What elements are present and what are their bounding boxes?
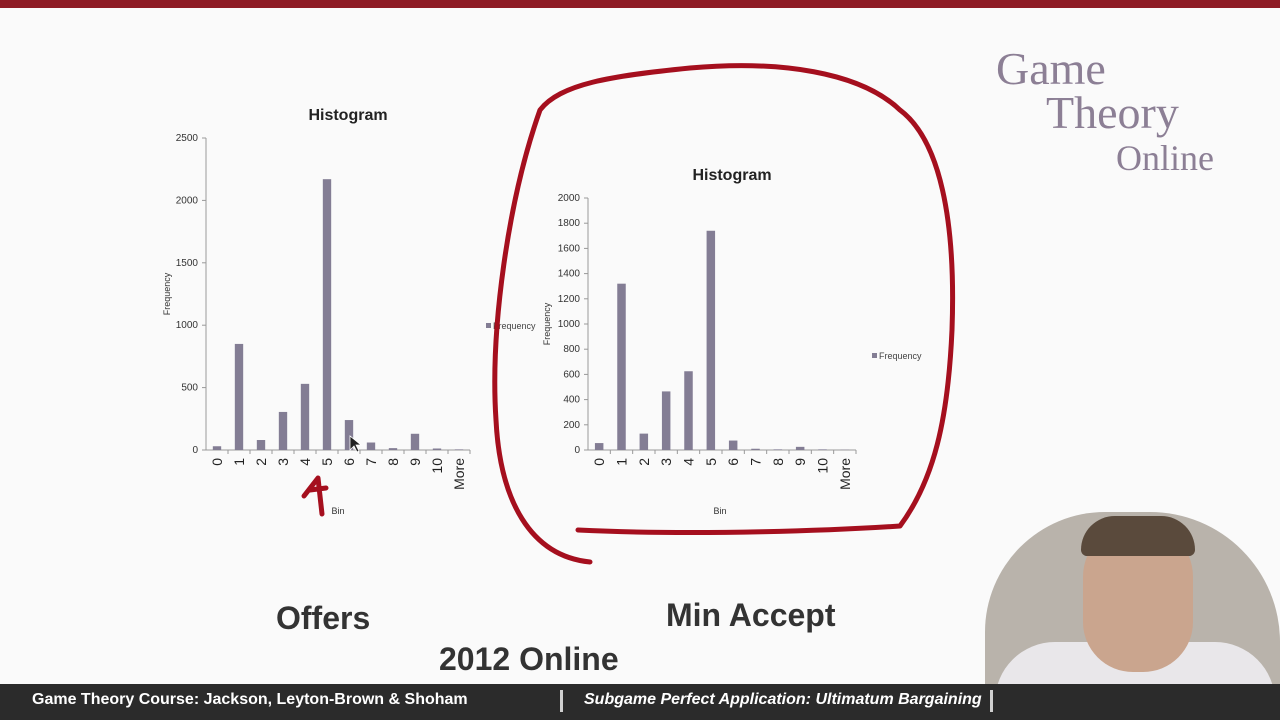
offers-bar	[344, 420, 354, 450]
min-accept-x-tick-label: 7	[748, 458, 764, 466]
min-accept-bar	[594, 443, 604, 450]
caption-offers: Offers	[276, 600, 371, 636]
footer-lecture-title: Subgame Perfect Application: Ultimatum B…	[584, 691, 982, 708]
offers-y-axis-title: Frequency	[162, 272, 172, 315]
min-accept-bar	[706, 230, 716, 450]
offers-legend-label: Frequency	[493, 321, 536, 331]
caption-year: 2012 Online	[439, 641, 619, 677]
min-accept-legend-swatch	[872, 353, 877, 358]
min-accept-bar	[751, 448, 760, 450]
offers-x-axis-title: Bin	[331, 506, 344, 516]
offers-legend-swatch	[486, 323, 491, 328]
game-theory-online-logo: Game Theory Online	[992, 40, 1252, 190]
offers-x-tick-label: 6	[341, 458, 357, 466]
logo-line-online: Online	[1116, 138, 1214, 178]
min-accept-bar	[617, 283, 626, 450]
min-accept-y-tick-label: 1800	[558, 218, 581, 229]
footer-course-title: Game Theory Course: Jackson, Leyton-Brow…	[32, 691, 468, 708]
offers-y-tick-label: 2000	[176, 195, 199, 206]
offers-x-tick-label: 9	[407, 458, 423, 466]
min-accept-bar	[684, 371, 693, 450]
offers-x-tick-label: 2	[253, 458, 269, 466]
min-accept-chart-title: Histogram	[692, 167, 771, 184]
offers-y-tick-label: 2500	[176, 133, 199, 144]
red-pen-annotations	[301, 63, 956, 565]
offers-bar	[410, 433, 420, 450]
min-accept-y-tick-label: 1400	[558, 269, 581, 280]
offers-bar	[322, 179, 332, 450]
offers-chart-title: Histogram	[308, 107, 387, 124]
min-accept-chart: Histogram0200400600800100012001400160018…	[542, 167, 922, 516]
min-accept-y-tick-label: 600	[563, 369, 580, 380]
offers-y-tick-label: 1500	[176, 258, 199, 269]
min-accept-y-tick-label: 2000	[558, 193, 581, 204]
min-accept-y-tick-label: 400	[563, 395, 580, 406]
offers-x-tick-label: 4	[297, 458, 313, 466]
offers-x-tick-label: 7	[363, 458, 379, 466]
offers-bar	[454, 449, 464, 450]
caption-min-accept: Min Accept	[666, 597, 836, 633]
min-accept-x-tick-label: 5	[703, 458, 719, 466]
logo-line-theory: Theory	[1046, 87, 1179, 138]
min-accept-x-tick-label: 4	[681, 458, 697, 466]
min-accept-x-axis-title: Bin	[713, 506, 726, 516]
min-accept-bar	[795, 446, 805, 450]
min-accept-x-tick-label: 8	[770, 458, 786, 466]
offers-x-tick-label: 5	[319, 458, 335, 466]
offers-bar	[432, 448, 442, 450]
min-accept-legend-label: Frequency	[879, 351, 922, 361]
min-accept-y-tick-label: 1000	[558, 319, 581, 330]
min-accept-x-tick-label: 3	[658, 458, 674, 466]
hand-drawn-circle	[492, 63, 956, 565]
min-accept-bar	[818, 449, 827, 450]
offers-bar	[234, 343, 244, 450]
min-accept-y-tick-label: 0	[574, 445, 580, 456]
offers-x-tick-label: 1	[231, 458, 247, 466]
offers-bar	[256, 440, 266, 450]
offers-y-tick-label: 1000	[176, 320, 199, 331]
min-accept-y-tick-label: 200	[563, 420, 580, 431]
min-accept-bar	[661, 391, 671, 450]
min-accept-x-tick-label: 6	[725, 458, 741, 466]
offers-x-tick-label: 8	[385, 458, 401, 466]
mouse-cursor-icon	[349, 435, 363, 453]
top-accent-bar	[0, 0, 1280, 8]
min-accept-x-tick-label: 10	[815, 458, 831, 474]
min-accept-bar	[773, 449, 783, 450]
min-accept-bar	[639, 433, 649, 450]
footer-bar: Game Theory Course: Jackson, Leyton-Brow…	[0, 684, 1280, 720]
offers-bar	[388, 448, 398, 450]
min-accept-y-tick-label: 800	[563, 344, 580, 355]
offers-y-tick-label: 0	[192, 445, 198, 456]
min-accept-x-tick-label: 9	[792, 458, 808, 466]
offers-bar	[300, 383, 310, 450]
offers-bar	[212, 446, 222, 450]
hand-drawn-arrow	[301, 475, 329, 517]
presenter-hair	[1081, 516, 1195, 556]
min-accept-y-tick-label: 1600	[558, 243, 581, 254]
offers-bar	[278, 411, 288, 450]
offers-x-tick-label: More	[451, 458, 467, 490]
offers-y-tick-label: 500	[181, 383, 198, 394]
min-accept-y-tick-label: 1200	[558, 294, 581, 305]
logo-line-game: Game	[996, 43, 1106, 94]
min-accept-y-axis-title: Frequency	[542, 302, 552, 345]
offers-x-tick-label: 0	[209, 458, 225, 466]
min-accept-x-tick-label: 1	[614, 458, 630, 466]
footer-separator	[560, 690, 563, 712]
offers-bar	[366, 442, 376, 450]
min-accept-x-tick-label: 0	[591, 458, 607, 466]
min-accept-x-tick-label: 2	[636, 458, 652, 466]
offers-x-tick-label: 3	[275, 458, 291, 466]
min-accept-x-tick-label: More	[837, 458, 853, 490]
min-accept-bar	[728, 440, 738, 450]
offers-x-tick-label: 10	[429, 458, 445, 474]
footer-separator-right	[990, 690, 993, 712]
